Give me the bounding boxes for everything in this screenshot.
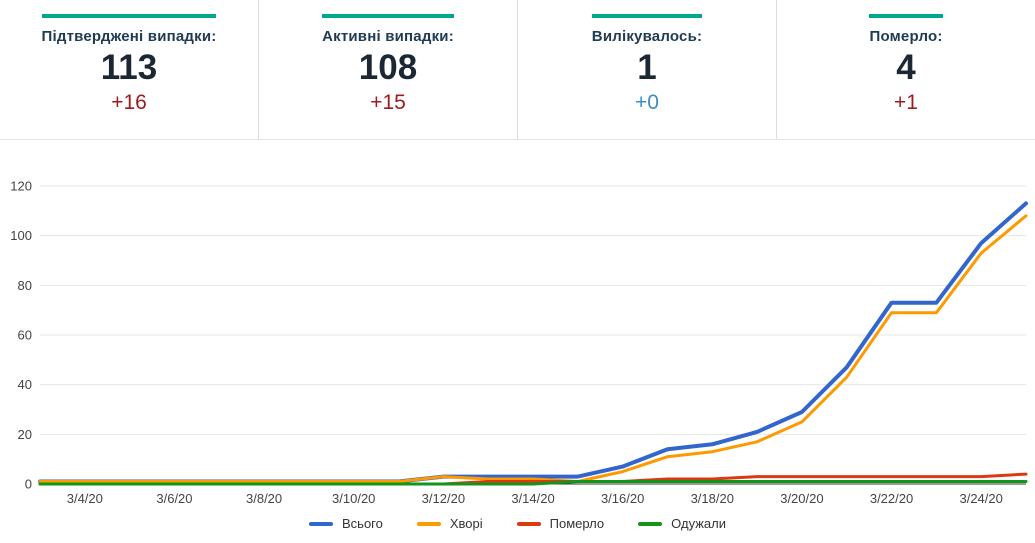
- stat-card-recovered: Вилікувалось: 1 +0: [518, 0, 777, 139]
- stat-card-title: Померло:: [869, 14, 943, 45]
- legend-item-recovered: Одужали: [638, 516, 726, 531]
- stat-card-delta: +0: [635, 90, 659, 114]
- svg-text:3/4/20: 3/4/20: [67, 491, 103, 506]
- legend-item-total: Всього: [309, 516, 383, 531]
- svg-text:3/10/20: 3/10/20: [332, 491, 375, 506]
- stats-row: Підтверджені випадки: 113 +16 Активні ви…: [0, 0, 1035, 140]
- svg-text:40: 40: [18, 377, 32, 392]
- svg-text:3/12/20: 3/12/20: [422, 491, 465, 506]
- svg-text:100: 100: [10, 228, 32, 243]
- stat-card-title: Підтверджені випадки:: [41, 14, 217, 45]
- svg-text:3/6/20: 3/6/20: [156, 491, 192, 506]
- svg-text:80: 80: [18, 278, 32, 293]
- svg-text:3/18/20: 3/18/20: [691, 491, 734, 506]
- svg-text:120: 120: [10, 179, 32, 194]
- stat-card-value: 108: [358, 48, 418, 87]
- stat-card-title: Вилікувалось:: [591, 14, 703, 45]
- svg-text:3/16/20: 3/16/20: [601, 491, 644, 506]
- legend-label: Померло: [549, 516, 605, 531]
- svg-text:20: 20: [18, 427, 32, 442]
- chart-legend: Всього Хворі Померло Одужали: [0, 516, 1035, 531]
- svg-text:60: 60: [18, 328, 32, 343]
- svg-text:3/22/20: 3/22/20: [870, 491, 913, 506]
- stat-card-title: Активні випадки:: [322, 14, 454, 45]
- stat-card-delta: +15: [370, 90, 406, 114]
- legend-swatch: [416, 521, 441, 526]
- legend-item-died: Померло: [516, 516, 605, 531]
- stat-card-active: Активні випадки: 108 +15: [259, 0, 518, 139]
- chart-canvas: 0 20 40 60 80 100 120 3/4/20 3/6/20 3/8/20 3/10/20…: [10, 179, 1028, 506]
- svg-text:0: 0: [25, 477, 32, 492]
- stat-card-value: 1: [637, 48, 657, 87]
- svg-text:3/20/20: 3/20/20: [780, 491, 823, 506]
- stat-card-delta: +1: [894, 90, 918, 114]
- stat-card-value: 4: [896, 48, 916, 87]
- legend-label: Всього: [342, 516, 383, 531]
- legend-swatch: [638, 521, 663, 526]
- legend-swatch: [516, 521, 541, 526]
- stat-card-delta: +16: [111, 90, 147, 114]
- cases-chart: 0 20 40 60 80 100 120 3/4/20 3/6/20 3/8/20 3/10/20…: [0, 158, 1035, 531]
- svg-text:3/14/20: 3/14/20: [511, 491, 554, 506]
- legend-item-sick: Хворі: [416, 516, 483, 531]
- svg-text:3/8/20: 3/8/20: [246, 491, 282, 506]
- legend-label: Одужали: [671, 516, 726, 531]
- legend-label: Хворі: [449, 516, 483, 531]
- stat-card-deaths: Померло: 4 +1: [777, 0, 1035, 139]
- legend-swatch: [309, 521, 333, 526]
- stat-card-value: 113: [100, 48, 158, 87]
- stat-card-confirmed: Підтверджені випадки: 113 +16: [0, 0, 259, 139]
- svg-text:3/24/20: 3/24/20: [959, 491, 1002, 506]
